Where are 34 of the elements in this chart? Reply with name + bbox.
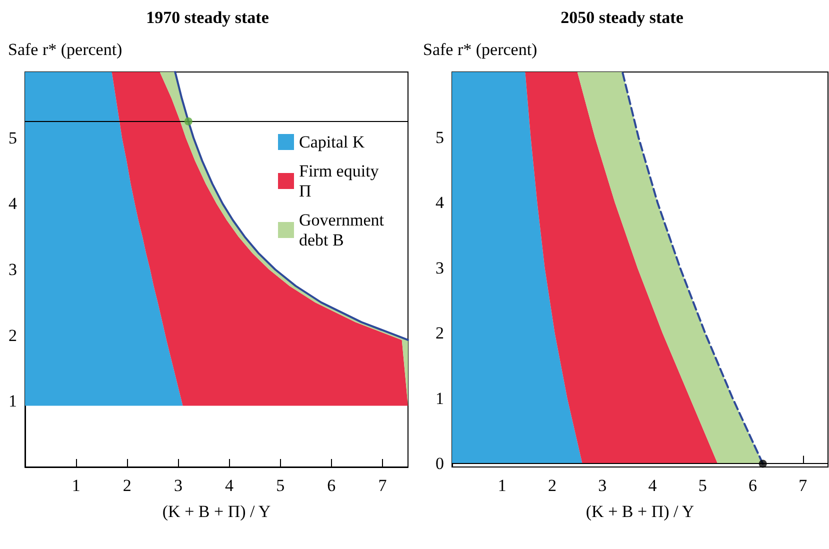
chart-title: 2050 steady state bbox=[560, 8, 684, 27]
x-tick-label: 2 bbox=[548, 476, 557, 495]
y-tick-label: 2 bbox=[8, 326, 17, 345]
x-tick-label: 5 bbox=[276, 476, 285, 495]
x-tick-label: 7 bbox=[378, 476, 388, 495]
y-tick-label: 2 bbox=[436, 324, 444, 343]
chart-title: 1970 steady state bbox=[146, 8, 270, 27]
x-axis-title: (K + B + Π) / Y bbox=[586, 502, 694, 521]
y-tick-label: 5 bbox=[436, 128, 444, 147]
x-tick-label: 3 bbox=[598, 476, 607, 495]
legend-label: Government debt B bbox=[299, 210, 388, 250]
x-tick-label: 3 bbox=[174, 476, 182, 495]
legend-label: Capital K bbox=[299, 132, 366, 152]
x-tick-label: 4 bbox=[648, 476, 658, 495]
x-tick-label: 7 bbox=[798, 476, 808, 495]
x-tick-label: 5 bbox=[698, 476, 707, 495]
y-axis-title: Safe r* (percent) bbox=[8, 40, 122, 59]
y-tick-label: 4 bbox=[436, 193, 444, 212]
x-tick-label: 2 bbox=[122, 476, 132, 495]
y-tick-label: 4 bbox=[8, 194, 18, 214]
legend-label: Firm equity Π bbox=[299, 162, 384, 200]
x-tick-label: 1 bbox=[498, 476, 506, 495]
x-tick-label: 4 bbox=[225, 476, 234, 495]
y-tick-label: 3 bbox=[8, 260, 17, 279]
y-axis-title: Safe r* (percent) bbox=[423, 40, 538, 59]
y-tick-label: 5 bbox=[8, 128, 17, 148]
y-tick-label: 0 bbox=[436, 454, 444, 474]
y-tick-label: 1 bbox=[436, 388, 444, 408]
x-axis-title: (K + B + Π) / Y bbox=[162, 502, 271, 521]
x-tick-label: 6 bbox=[748, 476, 758, 495]
y-tick-label: 1 bbox=[8, 392, 17, 411]
x-tick-label: 6 bbox=[327, 476, 336, 495]
y-tick-label: 3 bbox=[436, 258, 444, 278]
x-tick-label: 1 bbox=[72, 476, 80, 495]
